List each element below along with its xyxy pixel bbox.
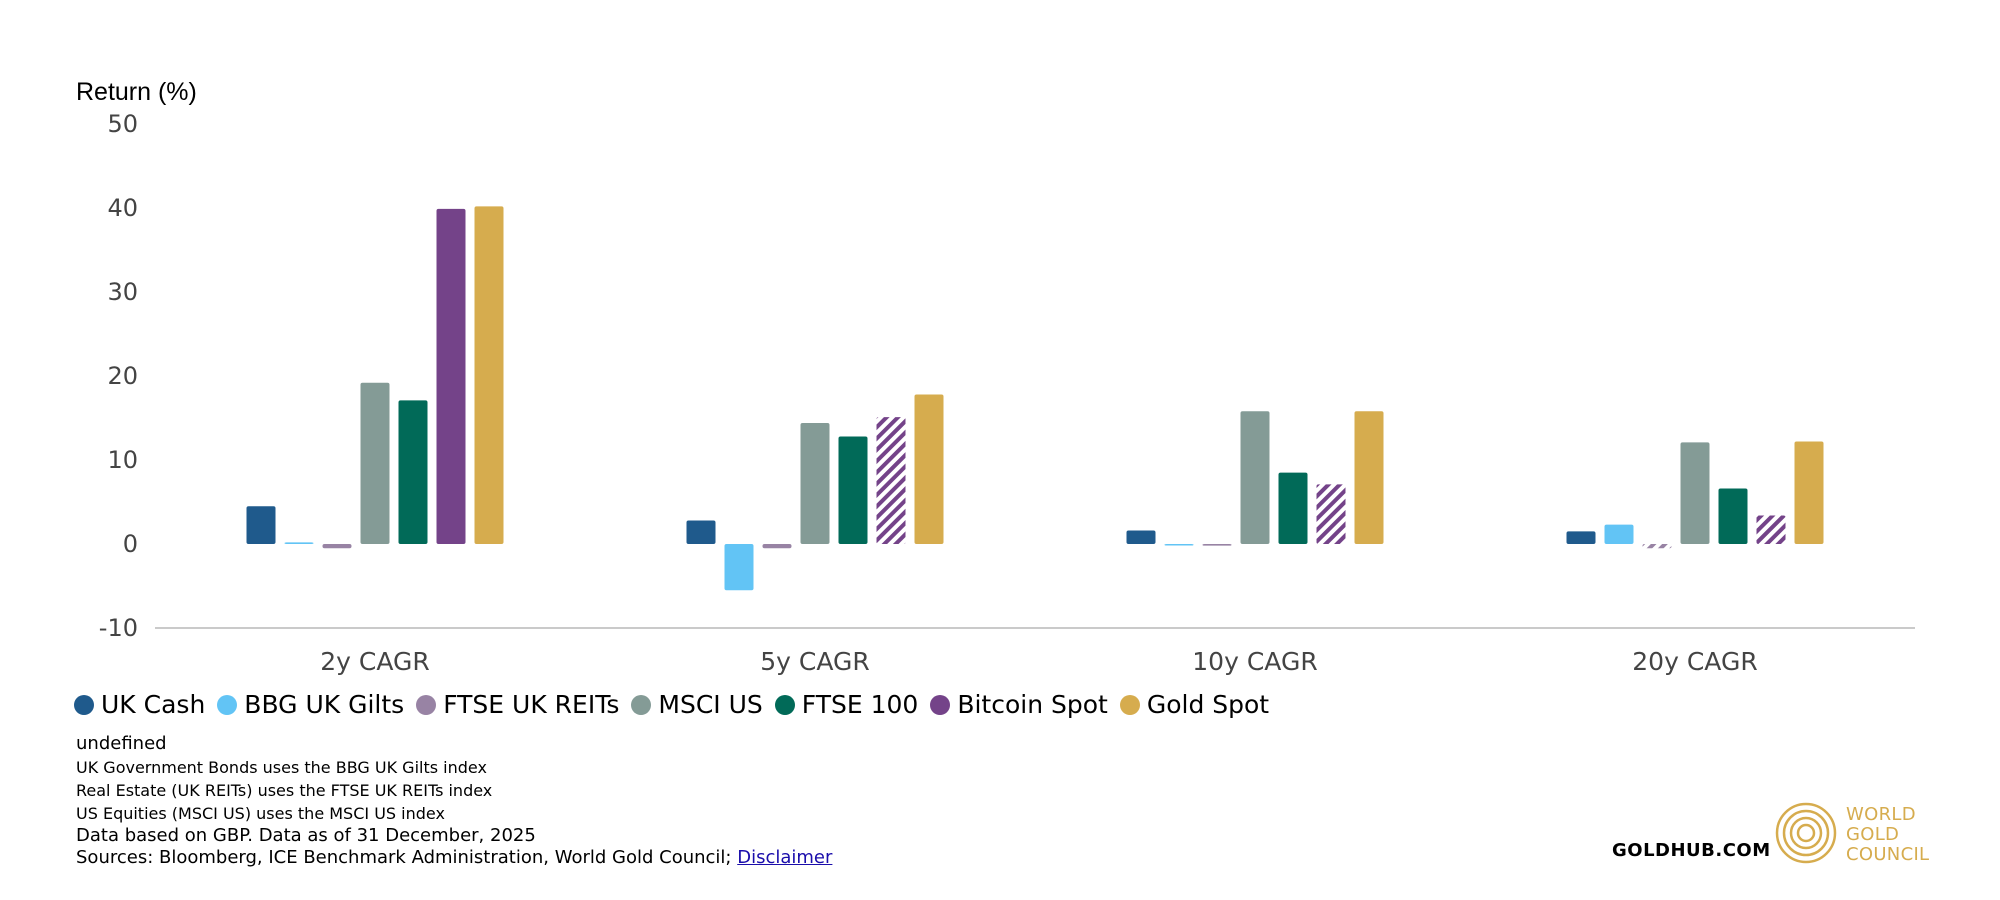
legend-label: Bitcoin Spot xyxy=(957,690,1108,719)
bar-ftse-100[interactable] xyxy=(1278,472,1308,544)
x-axis: 2y CAGR 5y CAGR 10y CAGR 20y CAGR xyxy=(320,647,1757,676)
bar-ftse-100[interactable] xyxy=(398,400,428,544)
bar-ftse-uk-reits[interactable] xyxy=(762,544,792,549)
legend-item[interactable]: FTSE UK REITs xyxy=(416,690,619,719)
footnote-line: US Equities (MSCI US) uses the MSCI US i… xyxy=(76,804,445,823)
bars xyxy=(246,206,1824,591)
legend-item[interactable]: Gold Spot xyxy=(1119,690,1270,719)
legend-label: UK Cash xyxy=(101,690,206,719)
bar-bitcoin-spot[interactable] xyxy=(436,208,466,544)
bar-gold-spot[interactable] xyxy=(914,394,944,544)
legend-swatch xyxy=(631,694,652,715)
y-tick-label: 50 xyxy=(107,110,138,138)
legend-item[interactable]: Bitcoin Spot xyxy=(930,690,1108,719)
legend-item[interactable]: MSCI US xyxy=(631,690,763,719)
bar-bitcoin-spot[interactable] xyxy=(876,417,906,544)
bar-uk-cash[interactable] xyxy=(1126,530,1156,544)
data-basis-note: Data based on GBP. Data as of 31 Decembe… xyxy=(76,825,536,846)
legend-item[interactable]: FTSE 100 xyxy=(774,690,919,719)
bar-gold-spot[interactable] xyxy=(1794,441,1824,544)
legend-swatch xyxy=(217,694,238,715)
y-tick-label: 40 xyxy=(107,194,138,222)
bar-ftse-uk-reits[interactable] xyxy=(1642,544,1672,549)
legend-swatch xyxy=(930,694,951,715)
sources-text: Sources: Bloomberg, ICE Benchmark Admini… xyxy=(76,847,738,868)
bar-msci-us[interactable] xyxy=(800,423,830,544)
sources-note: Sources: Bloomberg, ICE Benchmark Admini… xyxy=(76,847,832,869)
y-tick-label: 10 xyxy=(107,446,138,474)
bar-bbg-uk-gilts[interactable] xyxy=(1604,524,1634,544)
legend-swatch xyxy=(1119,694,1140,715)
footnote-line: UK Government Bonds uses the BBG UK Gilt… xyxy=(76,758,487,777)
bar-gold-spot[interactable] xyxy=(1354,411,1384,544)
bar-gold-spot[interactable] xyxy=(474,206,504,544)
legend-swatch xyxy=(774,694,795,715)
bar-uk-cash[interactable] xyxy=(246,506,276,544)
x-tick-label: 5y CAGR xyxy=(760,647,870,676)
y-tick-label: 0 xyxy=(123,530,138,558)
goldhub-link[interactable]: GOLDHUB.COM xyxy=(1612,840,1771,861)
legend-swatch xyxy=(416,694,437,715)
bar-uk-cash[interactable] xyxy=(686,520,716,544)
bar-ftse-uk-reits[interactable] xyxy=(322,544,352,549)
world-gold-council-wordmark: WORLD GOLD COUNCIL xyxy=(1846,805,1929,865)
bar-msci-us[interactable] xyxy=(360,382,390,544)
y-tick-label: -10 xyxy=(99,614,138,642)
legend-label: Gold Spot xyxy=(1146,690,1270,719)
bar-ftse-uk-reits[interactable] xyxy=(1202,544,1232,546)
legend-label: BBG UK Gilts xyxy=(244,690,405,719)
legend-label: MSCI US xyxy=(658,690,763,719)
bar-bbg-uk-gilts[interactable] xyxy=(284,542,314,544)
legend-swatch xyxy=(74,694,94,715)
wordmark-line: GOLD xyxy=(1846,824,1900,845)
x-tick-label: 20y CAGR xyxy=(1632,647,1757,676)
bar-chart: -10 0 10 20 30 40 50 2y CAGR 5y CAGR 10y CAGR 20y… xyxy=(99,110,1915,676)
legend-label: FTSE UK REITs xyxy=(443,690,620,719)
bar-bitcoin-spot[interactable] xyxy=(1316,484,1346,544)
bar-ftse-100[interactable] xyxy=(1718,488,1748,544)
footnote-first: undefined xyxy=(76,733,167,754)
x-tick-label: 2y CAGR xyxy=(320,647,430,676)
wordmark-line: WORLD xyxy=(1846,804,1916,825)
legend-label: FTSE 100 xyxy=(801,690,919,719)
wordmark-line: COUNCIL xyxy=(1846,844,1930,865)
legend-item[interactable]: BBG UK Gilts xyxy=(217,690,404,719)
bar-ftse-100[interactable] xyxy=(838,436,868,544)
world-gold-council-logo-icon xyxy=(1775,802,1837,864)
legend: UK Cash BBG UK Gilts FTSE UK REITs MSCI US F… xyxy=(74,690,1281,719)
bar-uk-cash[interactable] xyxy=(1566,531,1596,544)
footnote-line: Real Estate (UK REITs) uses the FTSE UK … xyxy=(76,781,493,800)
disclaimer-link[interactable]: Disclaimer xyxy=(737,847,833,868)
bar-bitcoin-spot[interactable] xyxy=(1756,515,1786,544)
legend-item[interactable]: UK Cash xyxy=(74,690,205,719)
y-axis-label: Return (%) xyxy=(76,78,197,106)
footnotes: undefined UK Government Bonds uses the B… xyxy=(76,732,832,869)
y-tick-label: 20 xyxy=(107,362,138,390)
bar-bbg-uk-gilts[interactable] xyxy=(724,544,754,591)
x-tick-label: 10y CAGR xyxy=(1192,647,1317,676)
y-tick-label: 30 xyxy=(107,278,138,306)
bar-msci-us[interactable] xyxy=(1240,411,1270,544)
bar-bbg-uk-gilts[interactable] xyxy=(1164,544,1194,546)
bar-msci-us[interactable] xyxy=(1680,442,1710,544)
y-axis: -10 0 10 20 30 40 50 xyxy=(99,110,138,642)
